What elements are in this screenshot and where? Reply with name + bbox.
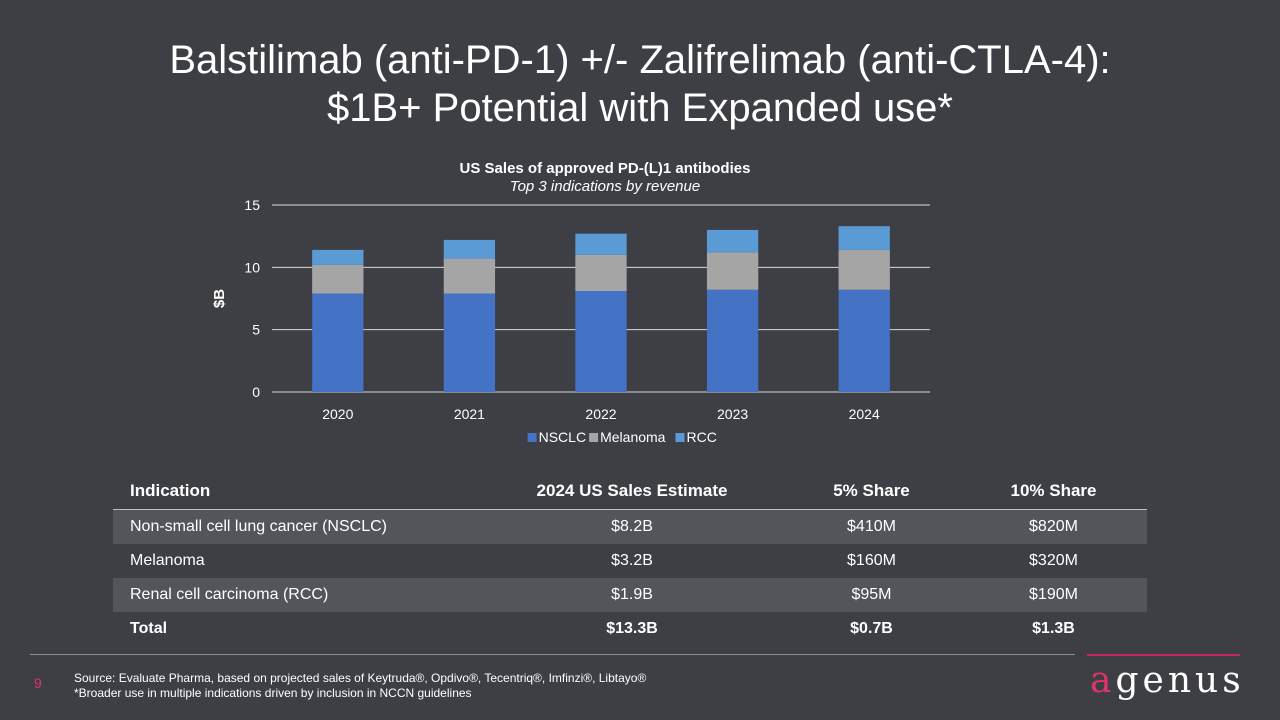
slide-title-line-2: $1B+ Potential with Expanded use* [327,86,953,130]
cell-indication: Total [130,620,168,637]
bar-rcc-2021 [443,239,496,259]
x-tick-label: 2021 [454,406,485,422]
cell-5-percent-share: $160M [847,552,896,569]
x-tick-label: 2022 [585,406,616,422]
x-tick-label: 2023 [717,406,748,422]
bar-melanoma-2024 [838,249,890,290]
cell-10-percent-share: $190M [960,578,1147,612]
cell-5-percent-share: $0.7B [850,620,893,637]
table-total-row: Total $13.3B $0.7B $1.3B [113,612,1147,646]
cell-sales-estimate: $3.2B [611,552,653,569]
sales-table: Indication 2024 US Sales Estimate 5% Sha… [113,473,1147,646]
legend-label-melanoma: Melanoma [600,429,666,445]
legend-swatch-melanoma [589,433,599,442]
cell-indication: Renal cell carcinoma (RCC) [113,578,481,612]
bar-rcc-2022 [575,233,627,255]
cell-sales-estimate: $1.9B [481,578,783,612]
agenus-logo: agenus [1090,660,1245,701]
cell-10-percent-share: $820M [960,509,1147,544]
chart-subtitle: Top 3 indications by revenue [509,178,701,195]
bar-melanoma-2023 [706,252,759,290]
cell-indication: Non-small cell lung cancer (NSCLC) [113,509,481,544]
header-sales-estimate: 2024 US Sales Estimate [481,473,783,510]
slide-title: Balstilimab (anti-PD-1) +/- Zalifrelimab… [0,36,1280,132]
cell-5-percent-share: $410M [783,509,960,544]
slide-title-line-1: Balstilimab (anti-PD-1) +/- Zalifrelimab… [169,38,1111,82]
source-text: Source: Evaluate Pharma, based on projec… [74,671,647,685]
bar-rcc-2023 [706,229,759,253]
x-tick-label: 2024 [849,406,880,422]
table-row: Melanoma $3.2B $160M $320M [113,544,1147,578]
bar-rcc-2024 [838,226,890,250]
bar-nsclc-2022 [575,291,627,392]
x-tick-label: 2020 [322,406,353,422]
chart-title-block: US Sales of approved PD-(L)1 antibodies … [300,160,910,196]
legend-swatch-rcc [675,433,685,442]
stacked-bar-chart: 0 5 10 15 $B 2020 2021 2022 2023 2024 NSCLC Melanom… [211,197,930,445]
header-10-percent-share: 10% Share [960,473,1147,510]
footnote-text: *Broader use in multiple indications dri… [74,686,472,700]
source-note: Source: Evaluate Pharma, based on projec… [74,671,646,701]
legend-label-rcc: RCC [687,429,717,445]
logo-letter-a: a [1090,660,1116,701]
table-row: Non-small cell lung cancer (NSCLC) $8.2B… [113,509,1147,544]
chart-title: US Sales of approved PD-(L)1 antibodies [459,160,751,177]
y-tick-label: 15 [244,197,260,213]
cell-10-percent-share: $1.3B [1032,620,1075,637]
header-indication: Indication [113,473,481,510]
legend-swatch-nsclc [527,433,537,442]
y-axis-label: $B [211,289,228,308]
cell-10-percent-share: $320M [1029,552,1078,569]
bar-nsclc-2021 [443,293,496,392]
page-number: 9 [34,675,42,691]
bar-nsclc-2023 [706,289,759,392]
legend-label-nsclc: NSCLC [539,429,586,445]
cell-sales-estimate: $8.2B [481,509,783,544]
logo-wordmark: genus [1115,660,1245,701]
brand-accent-line [1087,654,1240,656]
cell-5-percent-share: $95M [783,578,960,612]
footer-divider [30,654,1075,655]
table-row: Renal cell carcinoma (RCC) $1.9B $95M $1… [113,578,1147,612]
bar-melanoma-2021 [443,258,496,294]
bar-melanoma-2022 [575,254,627,292]
bar-rcc-2020 [312,249,364,265]
header-5-percent-share: 5% Share [783,473,960,510]
bar-nsclc-2020 [312,293,364,392]
y-tick-label: 5 [252,322,260,338]
bar-melanoma-2020 [312,264,364,294]
cell-indication: Melanoma [130,552,205,569]
table-header-row: Indication 2024 US Sales Estimate 5% Sha… [113,473,1147,510]
y-tick-label: 10 [244,259,260,275]
bar-nsclc-2024 [838,289,890,392]
y-tick-label: 0 [252,384,260,400]
cell-sales-estimate: $13.3B [606,620,658,637]
